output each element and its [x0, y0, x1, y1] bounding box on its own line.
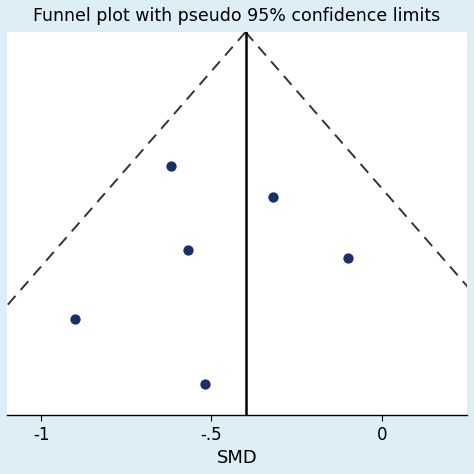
Point	[184, 246, 191, 254]
Point	[201, 381, 209, 388]
Point	[344, 254, 352, 262]
Point	[269, 193, 276, 201]
X-axis label: SMD: SMD	[217, 449, 257, 467]
Title: Funnel plot with pseudo 95% confidence limits: Funnel plot with pseudo 95% confidence l…	[33, 7, 441, 25]
Point	[167, 162, 174, 170]
Point	[71, 316, 79, 323]
